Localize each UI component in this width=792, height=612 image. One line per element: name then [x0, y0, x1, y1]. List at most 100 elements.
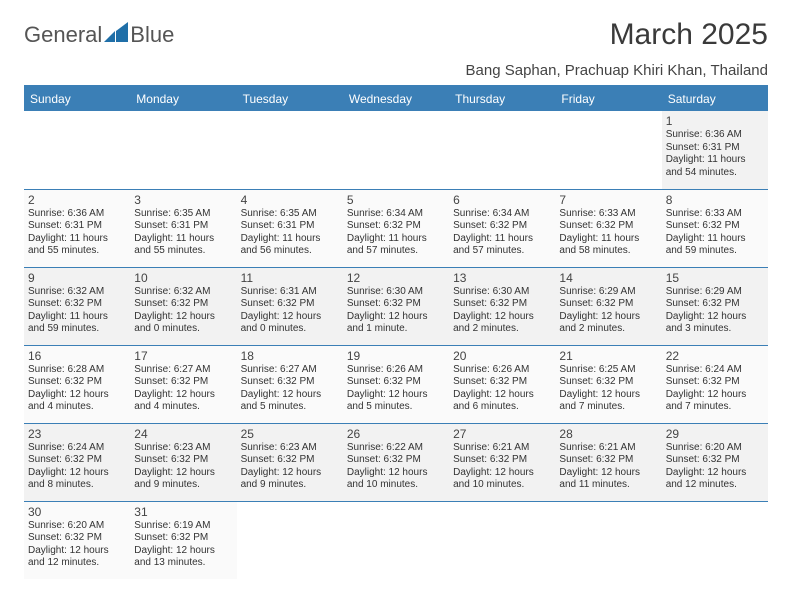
- day-cell: 15Sunrise: 6:29 AMSunset: 6:32 PMDayligh…: [662, 267, 768, 345]
- day-details: Sunrise: 6:22 AMSunset: 6:32 PMDaylight:…: [347, 442, 445, 492]
- day-details: Sunrise: 6:33 AMSunset: 6:32 PMDaylight:…: [666, 208, 764, 258]
- day-number: 8: [666, 193, 764, 207]
- day-cell: 4Sunrise: 6:35 AMSunset: 6:31 PMDaylight…: [237, 189, 343, 267]
- day-number: 9: [28, 271, 126, 285]
- day-number: 22: [666, 349, 764, 363]
- empty-cell: [24, 111, 130, 189]
- day-details: Sunrise: 6:21 AMSunset: 6:32 PMDaylight:…: [559, 442, 657, 492]
- day-number: 2: [28, 193, 126, 207]
- day-details: Sunrise: 6:34 AMSunset: 6:32 PMDaylight:…: [453, 208, 551, 258]
- day-cell: 6Sunrise: 6:34 AMSunset: 6:32 PMDaylight…: [449, 189, 555, 267]
- day-number: 15: [666, 271, 764, 285]
- day-cell: 2Sunrise: 6:36 AMSunset: 6:31 PMDaylight…: [24, 189, 130, 267]
- day-details: Sunrise: 6:24 AMSunset: 6:32 PMDaylight:…: [28, 442, 126, 492]
- day-cell: 31Sunrise: 6:19 AMSunset: 6:32 PMDayligh…: [130, 501, 236, 579]
- day-details: Sunrise: 6:25 AMSunset: 6:32 PMDaylight:…: [559, 364, 657, 414]
- day-number: 20: [453, 349, 551, 363]
- day-cell: 7Sunrise: 6:33 AMSunset: 6:32 PMDaylight…: [555, 189, 661, 267]
- logo-text-1: General: [24, 22, 102, 48]
- day-details: Sunrise: 6:31 AMSunset: 6:32 PMDaylight:…: [241, 286, 339, 336]
- day-number: 12: [347, 271, 445, 285]
- day-number: 23: [28, 427, 126, 441]
- day-cell: 30Sunrise: 6:20 AMSunset: 6:32 PMDayligh…: [24, 501, 130, 579]
- logo-mark-icon: [104, 22, 128, 48]
- day-cell: 16Sunrise: 6:28 AMSunset: 6:32 PMDayligh…: [24, 345, 130, 423]
- day-cell: 18Sunrise: 6:27 AMSunset: 6:32 PMDayligh…: [237, 345, 343, 423]
- day-details: Sunrise: 6:34 AMSunset: 6:32 PMDaylight:…: [347, 208, 445, 258]
- day-details: Sunrise: 6:36 AMSunset: 6:31 PMDaylight:…: [28, 208, 126, 258]
- day-details: Sunrise: 6:23 AMSunset: 6:32 PMDaylight:…: [134, 442, 232, 492]
- calendar-row: 2Sunrise: 6:36 AMSunset: 6:31 PMDaylight…: [24, 189, 768, 267]
- day-details: Sunrise: 6:27 AMSunset: 6:32 PMDaylight:…: [241, 364, 339, 414]
- day-number: 16: [28, 349, 126, 363]
- day-details: Sunrise: 6:29 AMSunset: 6:32 PMDaylight:…: [666, 286, 764, 336]
- day-number: 19: [347, 349, 445, 363]
- day-cell: 3Sunrise: 6:35 AMSunset: 6:31 PMDaylight…: [130, 189, 236, 267]
- day-number: 10: [134, 271, 232, 285]
- day-details: Sunrise: 6:21 AMSunset: 6:32 PMDaylight:…: [453, 442, 551, 492]
- day-number: 21: [559, 349, 657, 363]
- day-cell: 25Sunrise: 6:23 AMSunset: 6:32 PMDayligh…: [237, 423, 343, 501]
- weekday-header-row: SundayMondayTuesdayWednesdayThursdayFrid…: [24, 87, 768, 111]
- day-number: 14: [559, 271, 657, 285]
- weekday-header: Tuesday: [237, 87, 343, 111]
- day-cell: 19Sunrise: 6:26 AMSunset: 6:32 PMDayligh…: [343, 345, 449, 423]
- day-cell: 13Sunrise: 6:30 AMSunset: 6:32 PMDayligh…: [449, 267, 555, 345]
- calendar-row: 9 Sunrise: 6:32 AMSunset: 6:32 PMDaylight…: [24, 267, 768, 345]
- day-details: Sunrise: 6:20 AMSunset: 6:32 PMDaylight:…: [28, 520, 126, 570]
- day-cell: 5Sunrise: 6:34 AMSunset: 6:32 PMDaylight…: [343, 189, 449, 267]
- day-cell: 20Sunrise: 6:26 AMSunset: 6:32 PMDayligh…: [449, 345, 555, 423]
- day-cell: 29Sunrise: 6:20 AMSunset: 6:32 PMDayligh…: [662, 423, 768, 501]
- empty-cell: [449, 111, 555, 189]
- weekday-header: Friday: [555, 87, 661, 111]
- empty-cell: [130, 111, 236, 189]
- day-details: Sunrise: 6:26 AMSunset: 6:32 PMDaylight:…: [347, 364, 445, 414]
- day-details: Sunrise: 6:28 AMSunset: 6:32 PMDaylight:…: [28, 364, 126, 414]
- day-cell: 21Sunrise: 6:25 AMSunset: 6:32 PMDayligh…: [555, 345, 661, 423]
- day-cell: 23Sunrise: 6:24 AMSunset: 6:32 PMDayligh…: [24, 423, 130, 501]
- day-number: 5: [347, 193, 445, 207]
- calendar-row: 16Sunrise: 6:28 AMSunset: 6:32 PMDayligh…: [24, 345, 768, 423]
- day-cell: 9Sunrise: 6:32 AMSunset: 6:32 PMDaylight…: [24, 267, 130, 345]
- day-details: Sunrise: 6:29 AMSunset: 6:32 PMDaylight:…: [559, 286, 657, 336]
- day-cell: 11Sunrise: 6:31 AMSunset: 6:32 PMDayligh…: [237, 267, 343, 345]
- weekday-header: Saturday: [662, 87, 768, 111]
- day-cell: 22Sunrise: 6:24 AMSunset: 6:32 PMDayligh…: [662, 345, 768, 423]
- calendar-row: 30Sunrise: 6:20 AMSunset: 6:32 PMDayligh…: [24, 501, 768, 579]
- day-number: 24: [134, 427, 232, 441]
- day-details: Sunrise: 6:26 AMSunset: 6:32 PMDaylight:…: [453, 364, 551, 414]
- empty-cell: [237, 111, 343, 189]
- day-details: Sunrise: 6:27 AMSunset: 6:32 PMDaylight:…: [134, 364, 232, 414]
- day-details: Sunrise: 6:30 AMSunset: 6:32 PMDaylight:…: [453, 286, 551, 336]
- calendar-row: 1Sunrise: 6:36 AMSunset: 6:31 PMDaylight…: [24, 111, 768, 189]
- day-details: Sunrise: 6:19 AMSunset: 6:32 PMDaylight:…: [134, 520, 232, 570]
- empty-cell: [555, 111, 661, 189]
- header: General Blue March 2025: [24, 18, 768, 54]
- empty-cell: [555, 501, 661, 579]
- day-number: 1: [666, 114, 764, 128]
- calendar-row: 23Sunrise: 6:24 AMSunset: 6:32 PMDayligh…: [24, 423, 768, 501]
- day-number: 30: [28, 505, 126, 519]
- title-block: March 2025: [610, 18, 768, 54]
- day-number: 27: [453, 427, 551, 441]
- day-cell: 17Sunrise: 6:27 AMSunset: 6:32 PMDayligh…: [130, 345, 236, 423]
- day-number: 6: [453, 193, 551, 207]
- month-title: March 2025: [610, 18, 768, 52]
- day-number: 7: [559, 193, 657, 207]
- weekday-header: Wednesday: [343, 87, 449, 111]
- day-details: Sunrise: 6:23 AMSunset: 6:32 PMDaylight:…: [241, 442, 339, 492]
- location-text: Bang Saphan, Prachuap Khiri Khan, Thaila…: [466, 62, 768, 79]
- day-number: 4: [241, 193, 339, 207]
- day-number: 3: [134, 193, 232, 207]
- day-details: Sunrise: 6:36 AMSunset: 6:31 PMDaylight:…: [666, 129, 764, 179]
- day-details: Sunrise: 6:35 AMSunset: 6:31 PMDaylight:…: [134, 208, 232, 258]
- day-number: 28: [559, 427, 657, 441]
- day-number: 17: [134, 349, 232, 363]
- empty-cell: [662, 501, 768, 579]
- day-cell: 24Sunrise: 6:23 AMSunset: 6:32 PMDayligh…: [130, 423, 236, 501]
- calendar-body: 1Sunrise: 6:36 AMSunset: 6:31 PMDaylight…: [24, 111, 768, 579]
- empty-cell: [449, 501, 555, 579]
- logo: General Blue: [24, 22, 174, 48]
- weekday-header: Monday: [130, 87, 236, 111]
- day-details: Sunrise: 6:32 AMSunset: 6:32 PMDaylight:…: [134, 286, 232, 336]
